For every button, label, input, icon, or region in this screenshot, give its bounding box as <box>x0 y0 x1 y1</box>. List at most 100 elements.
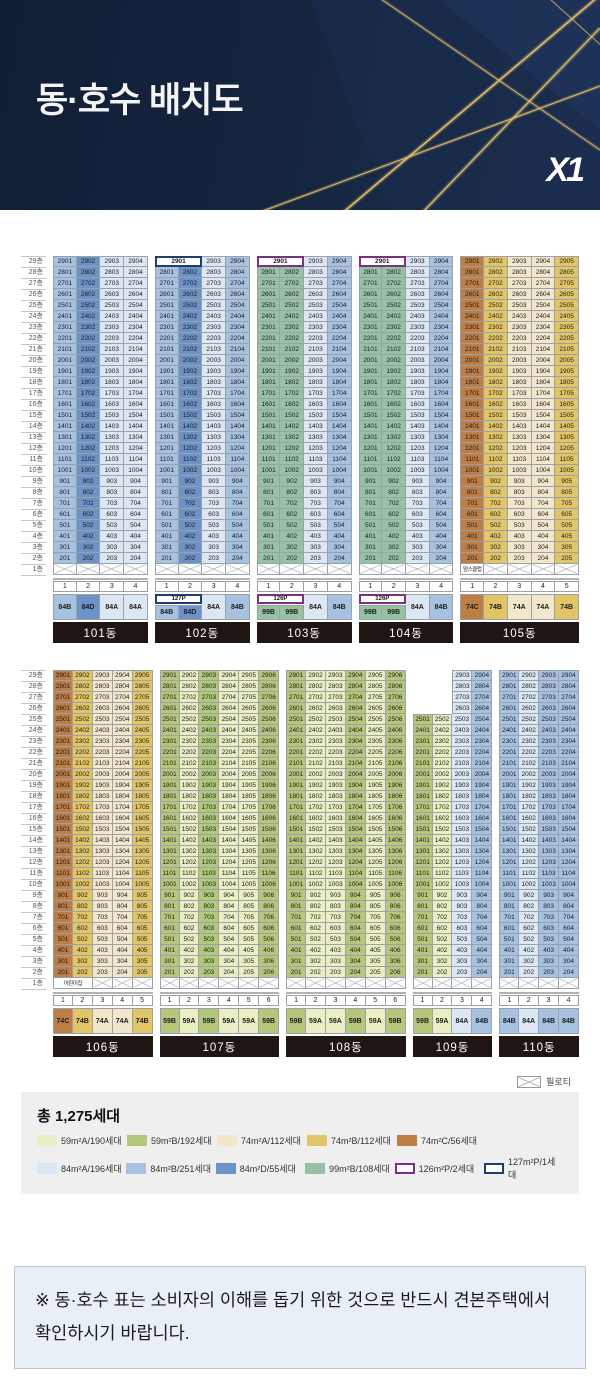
unit-cell: 1506 <box>385 824 406 835</box>
unit-cell: 1802 <box>382 377 406 388</box>
unit-cell: 1604 <box>226 399 250 410</box>
unit-cell: 2704 <box>124 278 148 289</box>
unit-cell: 305 <box>132 956 153 967</box>
floor-label: 20층 <box>21 770 46 781</box>
unit-cell: 1804 <box>531 377 556 388</box>
unit-cell: 1103 <box>539 868 560 879</box>
unit-cell: 1601 <box>499 813 520 824</box>
unit-cell: 604 <box>345 923 366 934</box>
unit-cell: 2202 <box>519 747 540 758</box>
unit-cell: 703 <box>406 498 430 509</box>
unit-cell: 203 <box>452 967 473 978</box>
legend-item: 59m²A/190세대 <box>37 1134 127 1147</box>
unit-cell: 2102 <box>280 344 305 355</box>
unit-cell: 1503 <box>92 824 113 835</box>
legend-label: 126m²P/2세대 <box>418 1163 475 1174</box>
unit-cell: 1403 <box>452 835 473 846</box>
unit-cell: 1302 <box>179 846 200 857</box>
unit-cell: 1804 <box>327 377 352 388</box>
unit-cell: 1803 <box>199 791 220 802</box>
type-row: 59B 59A 59A 59B 59A 59B <box>286 1008 406 1034</box>
unit-cell: 601 <box>159 923 180 934</box>
unit-cell: 2102 <box>382 344 406 355</box>
column-number: 5 <box>239 995 260 1006</box>
unit-cell: 605 <box>239 923 260 934</box>
piloti-cell <box>531 564 556 575</box>
unit-cell: 1802 <box>432 791 453 802</box>
unit-cell: 1701 <box>53 388 77 399</box>
unit-grid: 2901 2902 2903 2904 2905 2906 2801 2802 2803 2804… <box>286 670 406 989</box>
type-cell: 59A <box>306 1008 326 1034</box>
unit-cell: 2604 <box>226 289 250 300</box>
unit-cell: 2601 <box>358 289 383 300</box>
unit-cell: 1501 <box>53 410 77 421</box>
floor-label: 16층 <box>21 400 46 411</box>
unit-cell: 304 <box>219 956 240 967</box>
floor-label: 5층 <box>21 935 46 946</box>
unit-type-area: 84B 84A 84B 84B <box>499 1008 579 1034</box>
unit-cell: 402 <box>280 531 305 542</box>
floor-label: 19층 <box>21 367 46 378</box>
floor-label-column: 29층 28층 27층 26층 25층 24층 23층 22층 21층 20층 19층 18층 17층 1… <box>21 670 46 990</box>
piloti-cell <box>555 564 580 575</box>
unit-cell: 1801 <box>358 377 383 388</box>
unit-cell: 1201 <box>412 857 433 868</box>
floor-label: 20층 <box>21 356 46 367</box>
unit-cell: 1401 <box>53 835 73 846</box>
unit-cell: 2701 <box>154 278 179 289</box>
unit-cell: 1901 <box>159 780 180 791</box>
unit-cell: 2005 <box>132 769 153 780</box>
unit-cell: 1604 <box>472 813 493 824</box>
piloti-cell <box>306 978 326 989</box>
unit-cell: 2201 <box>53 747 73 758</box>
unit-cell: 2702 <box>519 692 540 703</box>
unit-cell: 201 <box>159 967 180 978</box>
column-number: 1 <box>53 995 73 1006</box>
piloti-cell <box>432 978 453 989</box>
unit-cell: 2403 <box>199 725 220 736</box>
unit-cell: 1201 <box>53 857 73 868</box>
unit-cell: 703 <box>199 912 220 923</box>
unit-cell: 401 <box>256 531 281 542</box>
unit-cell: 504 <box>345 934 366 945</box>
unit-cell: 603 <box>507 509 532 520</box>
unit-cell: 1706 <box>259 802 280 813</box>
unit-cell: 1701 <box>412 802 433 813</box>
unit-cell: 1103 <box>406 454 430 465</box>
unit-cell: 2501 <box>256 300 281 311</box>
building-name: 103동 <box>256 622 352 643</box>
column-number: 1 <box>499 995 520 1006</box>
unit-cell: 2801 <box>53 267 77 278</box>
unit-cell: 804 <box>345 901 366 912</box>
unit-cell: 504 <box>531 520 556 531</box>
unit-cell: 701 <box>53 912 73 923</box>
unit-cell: 1801 <box>412 791 433 802</box>
floor-label: 4층 <box>21 946 46 957</box>
unit-cell: 1001 <box>499 879 520 890</box>
unit-cell: 901 <box>154 476 179 487</box>
unit-cell: 2501 <box>358 300 383 311</box>
unit-cell: 1202 <box>280 443 305 454</box>
unit-cell: 2703 <box>304 278 328 289</box>
unit-cell: 2703 <box>452 692 473 703</box>
unit-cell: 1203 <box>507 443 532 454</box>
piloti-legend: 필로티 <box>21 1075 571 1088</box>
unit-cell: 2403 <box>325 725 346 736</box>
unit-cell: 2404 <box>345 725 366 736</box>
unit-cell: 2606 <box>259 703 280 714</box>
unit-cell: 1602 <box>432 813 453 824</box>
unit-cell: 802 <box>519 901 540 912</box>
type-row: 84B 84A 84B 84B <box>499 1008 579 1034</box>
unit-cell: 801 <box>53 487 77 498</box>
unit-cell: 2506 <box>385 714 406 725</box>
unit-cell: 901 <box>159 890 180 901</box>
unit-cell: 1001 <box>286 879 307 890</box>
unit-grid: 2903 2904 2803 2804 2703 2704 2603 2604 2501 2502… <box>412 670 493 989</box>
unit-cell: 1203 <box>539 857 560 868</box>
unit-cell: 2001 <box>460 355 485 366</box>
legend-label: 74m²A/112세대 <box>241 1136 301 1146</box>
type-cell: 99B <box>382 605 406 620</box>
unit-cell: 2704 <box>429 278 454 289</box>
type-cell: 74A <box>507 594 532 620</box>
